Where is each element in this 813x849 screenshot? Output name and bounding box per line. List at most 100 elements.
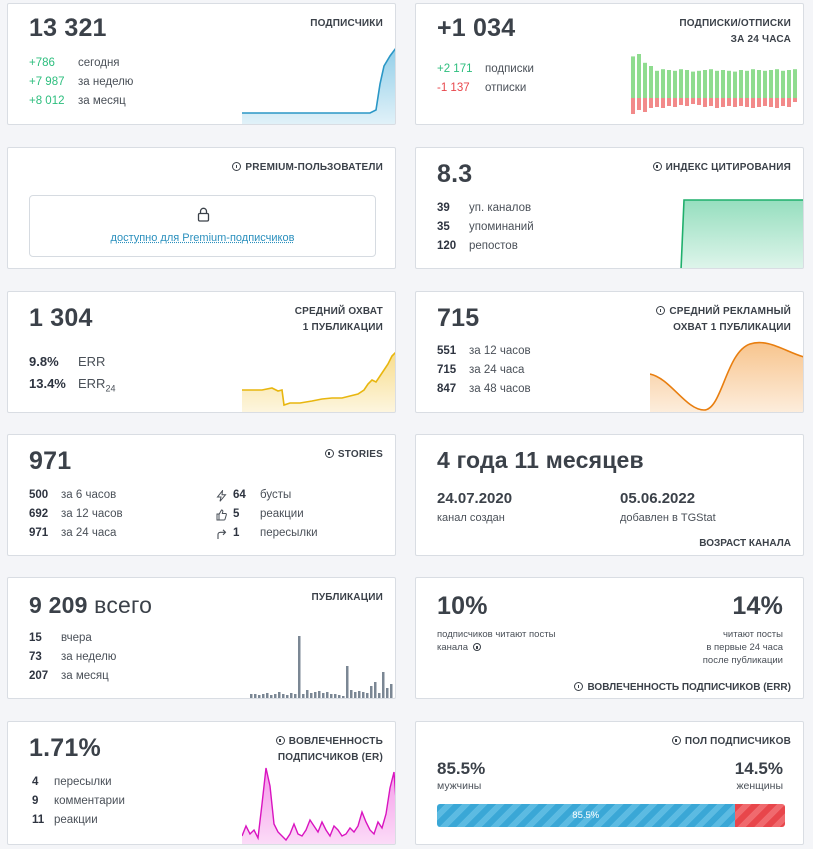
- citation-card[interactable]: 8.3 ИНДЕКС ЦИТИРОВАНИЯ 39 уп. каналов 35 у…: [415, 147, 804, 269]
- post-bar: [330, 694, 333, 698]
- subs-bar: [709, 69, 713, 98]
- subs-unsubs-card[interactable]: +1 034 ПОДПИСКИ/ОТПИСКИ ЗА 24 ЧАСА +2 17…: [415, 3, 804, 125]
- info-icon: [324, 449, 334, 458]
- unsubs-bar: [661, 98, 665, 108]
- unsubs-bar: [751, 98, 755, 108]
- gender-bar-label: 85.5%: [572, 810, 600, 821]
- created-label: канал создан: [437, 512, 505, 524]
- err-right-value: 14%: [732, 592, 783, 620]
- subs-bar: [697, 70, 701, 98]
- post-bar: [374, 682, 377, 698]
- unsubs-bar: [721, 98, 725, 107]
- thumbs-up-icon: [216, 509, 227, 521]
- reach-card[interactable]: 1 304 СРЕДНИЙ ОХВАТ 1 ПУБЛИКАЦИИ 9.8% ERR…: [7, 291, 396, 413]
- created-date: 24.07.2020: [437, 490, 513, 507]
- unsubs-bar: [727, 98, 731, 106]
- posts-label: ПУБЛИКАЦИИ: [311, 592, 383, 603]
- premium-link[interactable]: доступно для Premium-подписчиков: [110, 232, 295, 244]
- info-icon: [652, 162, 662, 171]
- posts-card[interactable]: 9 209 всего ПУБЛИКАЦИИ 15 вчера 73 за неде…: [7, 577, 396, 699]
- ad-reach-card[interactable]: 715 СРЕДНИЙ РЕКЛАМНЫЙ ОХВАТ 1 ПУБЛИКАЦИИ…: [415, 291, 804, 413]
- list-item: 551 за 12 часов: [437, 345, 531, 357]
- gender-bar-female: [734, 804, 785, 827]
- premium-locked-box[interactable]: доступно для Premium-подписчиков: [29, 195, 376, 257]
- unsubs-bar: [787, 98, 791, 107]
- post-bar: [266, 693, 269, 698]
- post-bar: [294, 694, 297, 698]
- reach-value: 1 304: [29, 304, 93, 332]
- post-bar: [390, 684, 393, 698]
- list-item: 39 уп. каналов: [437, 202, 532, 214]
- info-icon: [574, 682, 584, 691]
- list-item: +2 171 подписки: [437, 63, 534, 75]
- subs-bar: [685, 70, 689, 98]
- post-bar: [270, 695, 273, 698]
- lightning-icon: [216, 490, 227, 502]
- added-date: 05.06.2022: [620, 490, 696, 507]
- unsubs-bar: [745, 98, 749, 107]
- info-icon: [656, 306, 666, 315]
- subs-bar: [679, 69, 683, 98]
- post-bar: [386, 688, 389, 698]
- list-item: 1 пересылки: [216, 524, 318, 543]
- subs-unsubs-bar-chart: [631, 54, 797, 114]
- post-bar: [318, 691, 321, 698]
- list-item: 35 упоминаний: [437, 221, 534, 233]
- channel-age-label: ВОЗРАСТ КАНАЛА: [699, 538, 791, 549]
- subs-unsubs-stats: +2 171 подписки -1 137 отписки: [437, 60, 534, 98]
- stories-value: 971: [29, 447, 72, 475]
- post-bar: [282, 694, 285, 698]
- posts-bar-chart: [250, 636, 393, 698]
- err24-label: ERR24: [78, 376, 116, 394]
- subs-bar: [661, 69, 665, 98]
- list-item: 500 за 6 часов: [29, 489, 117, 501]
- subs-bar: [775, 69, 779, 98]
- subscribers-sparkline: [242, 48, 395, 124]
- er-stats: 4 пересылки 9 комментарии 11 реакции: [32, 773, 125, 830]
- list-item: 715 за 24 часа: [437, 364, 525, 376]
- post-bar: [338, 695, 341, 698]
- engagement-er-card[interactable]: 1.71% ВОВЛЕЧЕННОСТЬ ПОДПИСЧИКОВ (ER) 4 пе…: [7, 721, 396, 845]
- reach-label: СРЕДНИЙ ОХВАТ 1 ПУБЛИКАЦИИ: [294, 306, 383, 333]
- post-bar: [262, 694, 265, 698]
- info-icon: [671, 736, 681, 745]
- gender-bar: 85.5%: [437, 804, 785, 827]
- post-bar: [350, 690, 353, 698]
- subs-bar: [655, 70, 659, 98]
- post-bar: [366, 693, 369, 698]
- gender-card: ПОЛ ПОДПИСЧИКОВ 85.5% мужчины 14.5% женщ…: [415, 721, 804, 845]
- err-left-desc: подписчиков читают посты канала: [437, 629, 556, 653]
- list-item: 64 бусты: [216, 486, 318, 505]
- err-left-value: 10%: [437, 592, 488, 620]
- male-value: 85.5%: [437, 759, 486, 778]
- added-label: добавлен в TGStat: [620, 512, 716, 524]
- engagement-err-label: ВОВЛЕЧЕННОСТЬ ПОДПИСЧИКОВ (ERR): [574, 682, 791, 693]
- post-bar: [358, 691, 361, 698]
- unsubs-bar: [769, 98, 773, 107]
- unsubs-bar: [631, 98, 635, 114]
- subscribers-card[interactable]: 13 321 ПОДПИСЧИКИ +786 сегодня +7 987 за н…: [7, 3, 396, 125]
- list-item: 207 за месяц: [29, 670, 109, 682]
- subscribers-stats: +786 сегодня +7 987 за неделю +8 012 за мес…: [29, 54, 133, 111]
- male-label: мужчины: [437, 780, 482, 792]
- unsubs-bar: [679, 98, 683, 105]
- posts-stats: 15 вчера 73 за неделю 207 за месяц: [29, 629, 116, 686]
- err-label: ERR: [78, 354, 106, 369]
- channel-age-value: 4 года 11 месяцев: [437, 447, 644, 473]
- subs-bar: [721, 70, 725, 98]
- post-bar: [254, 694, 257, 698]
- post-bar: [274, 694, 277, 698]
- list-item: 5 реакции: [216, 505, 318, 524]
- unsubs-bar: [637, 98, 641, 110]
- info-icon: [472, 643, 481, 651]
- unsubs-bar: [685, 98, 689, 106]
- unsubs-bar: [667, 98, 671, 106]
- post-bar: [310, 693, 313, 698]
- post-bar: [378, 693, 381, 698]
- post-bar: [346, 666, 349, 698]
- list-item: 15 вчера: [29, 632, 92, 644]
- stories-card[interactable]: 971 STORIES 500 за 6 часов 692 за 12 часов…: [7, 434, 396, 556]
- unsubs-bar: [697, 98, 701, 105]
- post-bar: [342, 696, 345, 698]
- subs-bar: [739, 70, 743, 98]
